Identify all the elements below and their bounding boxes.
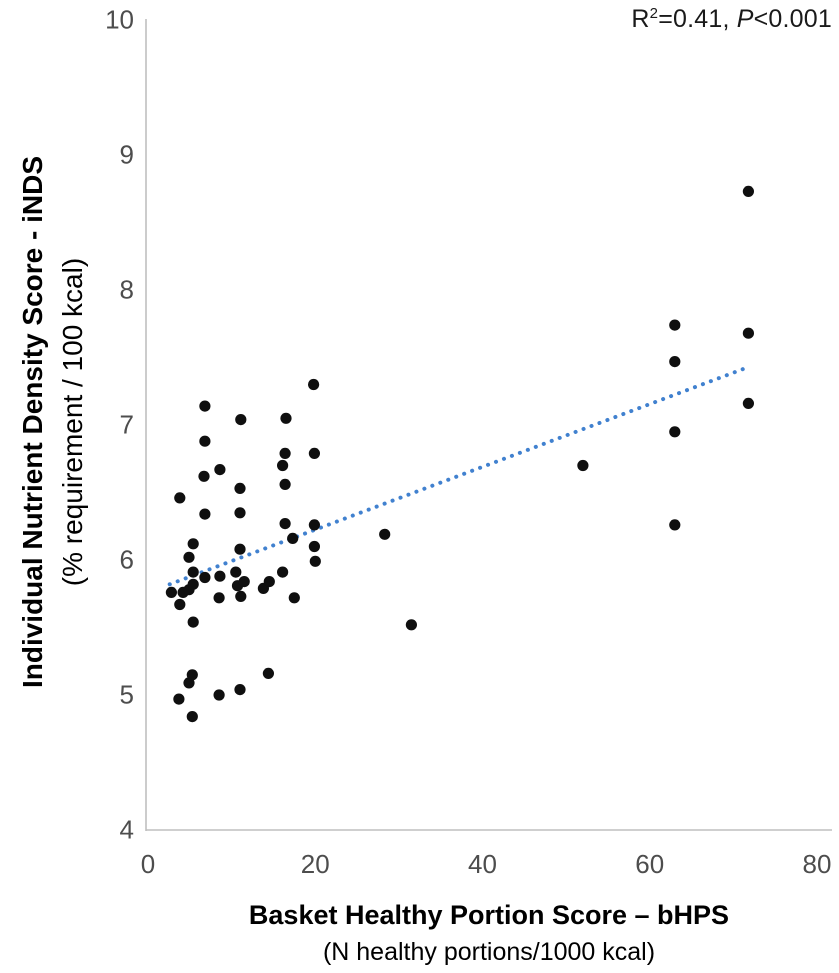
data-point: [235, 590, 247, 603]
data-point: [279, 518, 291, 530]
data-point: [669, 356, 681, 368]
data-point: [742, 327, 755, 339]
data-point: [187, 616, 199, 628]
x-tick-label: 40: [468, 849, 497, 879]
data-point: [308, 540, 320, 553]
data-point: [187, 566, 199, 578]
x-axis-title: Basket Healthy Portion Score – bHPS (N h…: [146, 896, 832, 970]
data-point: [234, 684, 246, 696]
y-tick-label: 10: [105, 4, 134, 35]
data-point: [288, 592, 300, 604]
data-point: [238, 576, 250, 588]
annotation-p-value: <0.001: [753, 5, 832, 33]
data-point: [234, 543, 246, 555]
data-point: [187, 538, 199, 550]
data-point: [279, 447, 291, 459]
annotation-r-value: =0.41,: [658, 5, 737, 33]
x-axis-title-line2: (N healthy portions/1000 kcal): [322, 938, 656, 966]
data-point: [199, 508, 211, 520]
y-tick-label: 5: [119, 679, 134, 710]
data-point: [173, 693, 185, 705]
x-tick-label: 20: [300, 849, 330, 879]
data-point: [183, 551, 195, 563]
x-tick-label: 60: [635, 849, 665, 879]
data-point: [214, 570, 226, 582]
data-point: [174, 598, 186, 611]
y-tick-label: 6: [119, 544, 134, 575]
data-point: [235, 414, 247, 426]
data-point: [263, 576, 275, 588]
data-point: [165, 586, 177, 599]
data-point: [199, 435, 211, 447]
data-point: [277, 459, 289, 472]
x-axis-title-line1: Basket Healthy Portion Score – bHPS: [248, 900, 730, 930]
data-point: [279, 478, 291, 490]
data-point: [669, 519, 681, 531]
data-point: [280, 412, 292, 424]
data-point: [199, 400, 211, 412]
data-point: [577, 459, 589, 472]
data-point: [405, 619, 417, 631]
data-point: [214, 464, 226, 476]
scatter-points: [165, 185, 755, 723]
data-point: [742, 185, 755, 197]
y-tick-label: 9: [119, 139, 134, 170]
trendline: [167, 366, 748, 587]
annotation-r-label: R: [631, 5, 650, 33]
data-point: [234, 482, 246, 494]
data-point: [308, 519, 320, 531]
data-point: [174, 492, 186, 504]
data-point: [213, 689, 225, 701]
r-squared-annotation: R2=0.41, P<0.001: [631, 5, 832, 34]
data-point: [287, 532, 299, 545]
annotation-p-label: P: [736, 5, 754, 33]
data-point: [309, 555, 321, 567]
data-point: [277, 566, 289, 578]
data-point: [213, 592, 225, 604]
data-point: [308, 447, 320, 459]
data-point: [669, 426, 681, 438]
data-point: [198, 470, 210, 482]
data-point: [199, 571, 211, 584]
data-point: [262, 667, 274, 680]
y-tick-label: 4: [119, 814, 134, 845]
annotation-r-exponent: 2: [649, 5, 659, 22]
x-tick-label: 0: [140, 849, 156, 879]
data-point: [234, 507, 246, 519]
data-point: [379, 528, 391, 540]
y-tick-label: 8: [119, 274, 134, 305]
x-tick-label: 80: [802, 849, 832, 879]
data-point: [186, 669, 198, 681]
data-point: [669, 319, 681, 331]
data-point: [308, 378, 320, 391]
data-point: [186, 711, 198, 723]
data-point: [742, 397, 755, 409]
y-tick-label: 7: [119, 409, 134, 440]
data-point: [187, 578, 199, 590]
data-point: [230, 566, 242, 578]
